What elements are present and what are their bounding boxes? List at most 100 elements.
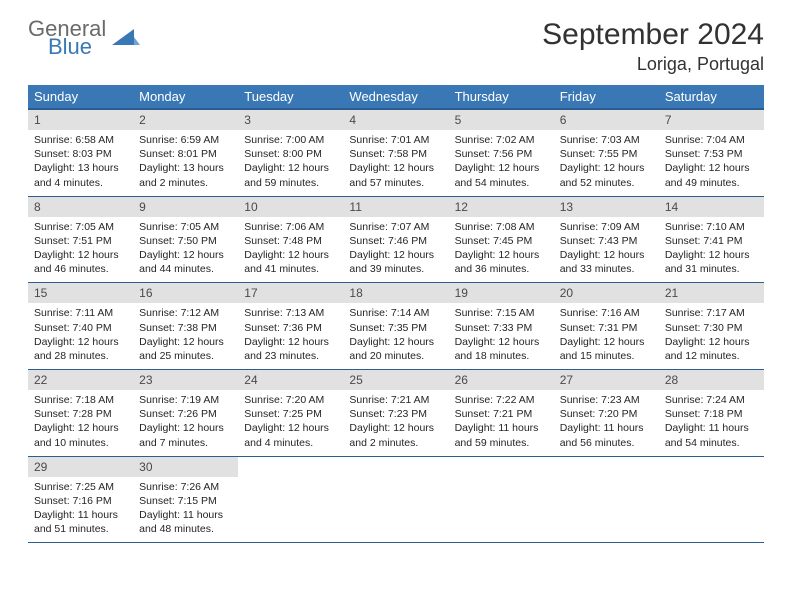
sunset-line: Sunset: 7:45 PM [455, 234, 548, 248]
calendar-day-cell: 30Sunrise: 7:26 AMSunset: 7:15 PMDayligh… [133, 456, 238, 543]
sunrise-line: Sunrise: 7:10 AM [665, 220, 758, 234]
sunset-line: Sunset: 7:25 PM [244, 407, 337, 421]
daylight-line: Daylight: 12 hours and 31 minutes. [665, 248, 758, 276]
daylight-line: Daylight: 12 hours and 46 minutes. [34, 248, 127, 276]
sunset-line: Sunset: 7:40 PM [34, 321, 127, 335]
sunrise-line: Sunrise: 7:02 AM [455, 133, 548, 147]
calendar-day-cell: 25Sunrise: 7:21 AMSunset: 7:23 PMDayligh… [343, 370, 448, 457]
sunrise-line: Sunrise: 7:09 AM [560, 220, 653, 234]
sunrise-line: Sunrise: 7:19 AM [139, 393, 232, 407]
daylight-line: Daylight: 12 hours and 25 minutes. [139, 335, 232, 363]
sunset-line: Sunset: 7:26 PM [139, 407, 232, 421]
calendar-empty-cell [659, 456, 764, 543]
day-body: Sunrise: 7:01 AMSunset: 7:58 PMDaylight:… [343, 130, 448, 196]
sunrise-line: Sunrise: 7:25 AM [34, 480, 127, 494]
day-number: 20 [554, 283, 659, 303]
day-header-row: SundayMondayTuesdayWednesdayThursdayFrid… [28, 85, 764, 109]
day-number: 25 [343, 370, 448, 390]
daylight-line: Daylight: 12 hours and 49 minutes. [665, 161, 758, 189]
day-number: 13 [554, 197, 659, 217]
sunset-line: Sunset: 7:50 PM [139, 234, 232, 248]
sunrise-line: Sunrise: 7:26 AM [139, 480, 232, 494]
day-body: Sunrise: 7:14 AMSunset: 7:35 PMDaylight:… [343, 303, 448, 369]
daylight-line: Daylight: 12 hours and 44 minutes. [139, 248, 232, 276]
daylight-line: Daylight: 12 hours and 41 minutes. [244, 248, 337, 276]
location: Loriga, Portugal [542, 54, 764, 75]
sunrise-line: Sunrise: 7:08 AM [455, 220, 548, 234]
sunset-line: Sunset: 8:01 PM [139, 147, 232, 161]
sunrise-line: Sunrise: 7:13 AM [244, 306, 337, 320]
day-header: Thursday [449, 85, 554, 109]
sunset-line: Sunset: 7:53 PM [665, 147, 758, 161]
sunset-line: Sunset: 7:51 PM [34, 234, 127, 248]
day-number: 23 [133, 370, 238, 390]
day-number: 11 [343, 197, 448, 217]
calendar-day-cell: 22Sunrise: 7:18 AMSunset: 7:28 PMDayligh… [28, 370, 133, 457]
daylight-line: Daylight: 12 hours and 10 minutes. [34, 421, 127, 449]
daylight-line: Daylight: 13 hours and 2 minutes. [139, 161, 232, 189]
calendar-day-cell: 27Sunrise: 7:23 AMSunset: 7:20 PMDayligh… [554, 370, 659, 457]
day-number: 27 [554, 370, 659, 390]
day-number: 17 [238, 283, 343, 303]
sunrise-line: Sunrise: 7:11 AM [34, 306, 127, 320]
day-body: Sunrise: 7:17 AMSunset: 7:30 PMDaylight:… [659, 303, 764, 369]
daylight-line: Daylight: 12 hours and 33 minutes. [560, 248, 653, 276]
day-body: Sunrise: 7:06 AMSunset: 7:48 PMDaylight:… [238, 217, 343, 283]
daylight-line: Daylight: 12 hours and 7 minutes. [139, 421, 232, 449]
day-number: 21 [659, 283, 764, 303]
day-number: 30 [133, 457, 238, 477]
daylight-line: Daylight: 12 hours and 4 minutes. [244, 421, 337, 449]
sunset-line: Sunset: 7:23 PM [349, 407, 442, 421]
calendar-day-cell: 2Sunrise: 6:59 AMSunset: 8:01 PMDaylight… [133, 109, 238, 196]
calendar-day-cell: 29Sunrise: 7:25 AMSunset: 7:16 PMDayligh… [28, 456, 133, 543]
calendar-week: 22Sunrise: 7:18 AMSunset: 7:28 PMDayligh… [28, 370, 764, 457]
day-number: 1 [28, 110, 133, 130]
sunrise-line: Sunrise: 7:04 AM [665, 133, 758, 147]
day-number: 18 [343, 283, 448, 303]
daylight-line: Daylight: 12 hours and 18 minutes. [455, 335, 548, 363]
daylight-line: Daylight: 12 hours and 54 minutes. [455, 161, 548, 189]
sunset-line: Sunset: 7:43 PM [560, 234, 653, 248]
day-number: 12 [449, 197, 554, 217]
sunset-line: Sunset: 7:20 PM [560, 407, 653, 421]
day-number: 26 [449, 370, 554, 390]
daylight-line: Daylight: 12 hours and 23 minutes. [244, 335, 337, 363]
calendar-week: 29Sunrise: 7:25 AMSunset: 7:16 PMDayligh… [28, 456, 764, 543]
daylight-line: Daylight: 11 hours and 54 minutes. [665, 421, 758, 449]
title-block: September 2024 Loriga, Portugal [542, 18, 764, 75]
daylight-line: Daylight: 12 hours and 59 minutes. [244, 161, 337, 189]
sunset-line: Sunset: 7:35 PM [349, 321, 442, 335]
day-body: Sunrise: 7:15 AMSunset: 7:33 PMDaylight:… [449, 303, 554, 369]
sunrise-line: Sunrise: 7:05 AM [139, 220, 232, 234]
day-number: 10 [238, 197, 343, 217]
day-body: Sunrise: 7:05 AMSunset: 7:51 PMDaylight:… [28, 217, 133, 283]
calendar-day-cell: 11Sunrise: 7:07 AMSunset: 7:46 PMDayligh… [343, 196, 448, 283]
daylight-line: Daylight: 12 hours and 12 minutes. [665, 335, 758, 363]
calendar-day-cell: 16Sunrise: 7:12 AMSunset: 7:38 PMDayligh… [133, 283, 238, 370]
day-body: Sunrise: 7:10 AMSunset: 7:41 PMDaylight:… [659, 217, 764, 283]
sunset-line: Sunset: 7:16 PM [34, 494, 127, 508]
day-number: 24 [238, 370, 343, 390]
day-number: 28 [659, 370, 764, 390]
sunset-line: Sunset: 7:48 PM [244, 234, 337, 248]
sunset-line: Sunset: 7:30 PM [665, 321, 758, 335]
sunrise-line: Sunrise: 7:05 AM [34, 220, 127, 234]
sunrise-line: Sunrise: 6:58 AM [34, 133, 127, 147]
calendar-table: SundayMondayTuesdayWednesdayThursdayFrid… [28, 85, 764, 543]
sunset-line: Sunset: 7:36 PM [244, 321, 337, 335]
day-number: 29 [28, 457, 133, 477]
calendar-empty-cell [554, 456, 659, 543]
daylight-line: Daylight: 12 hours and 15 minutes. [560, 335, 653, 363]
day-number: 15 [28, 283, 133, 303]
sunrise-line: Sunrise: 7:15 AM [455, 306, 548, 320]
day-number: 22 [28, 370, 133, 390]
calendar-day-cell: 7Sunrise: 7:04 AMSunset: 7:53 PMDaylight… [659, 109, 764, 196]
sunrise-line: Sunrise: 7:12 AM [139, 306, 232, 320]
day-header: Saturday [659, 85, 764, 109]
sunset-line: Sunset: 7:55 PM [560, 147, 653, 161]
logo: General Blue [28, 18, 140, 58]
triangle-icon [112, 27, 140, 52]
day-number: 19 [449, 283, 554, 303]
sunrise-line: Sunrise: 7:00 AM [244, 133, 337, 147]
calendar-day-cell: 28Sunrise: 7:24 AMSunset: 7:18 PMDayligh… [659, 370, 764, 457]
